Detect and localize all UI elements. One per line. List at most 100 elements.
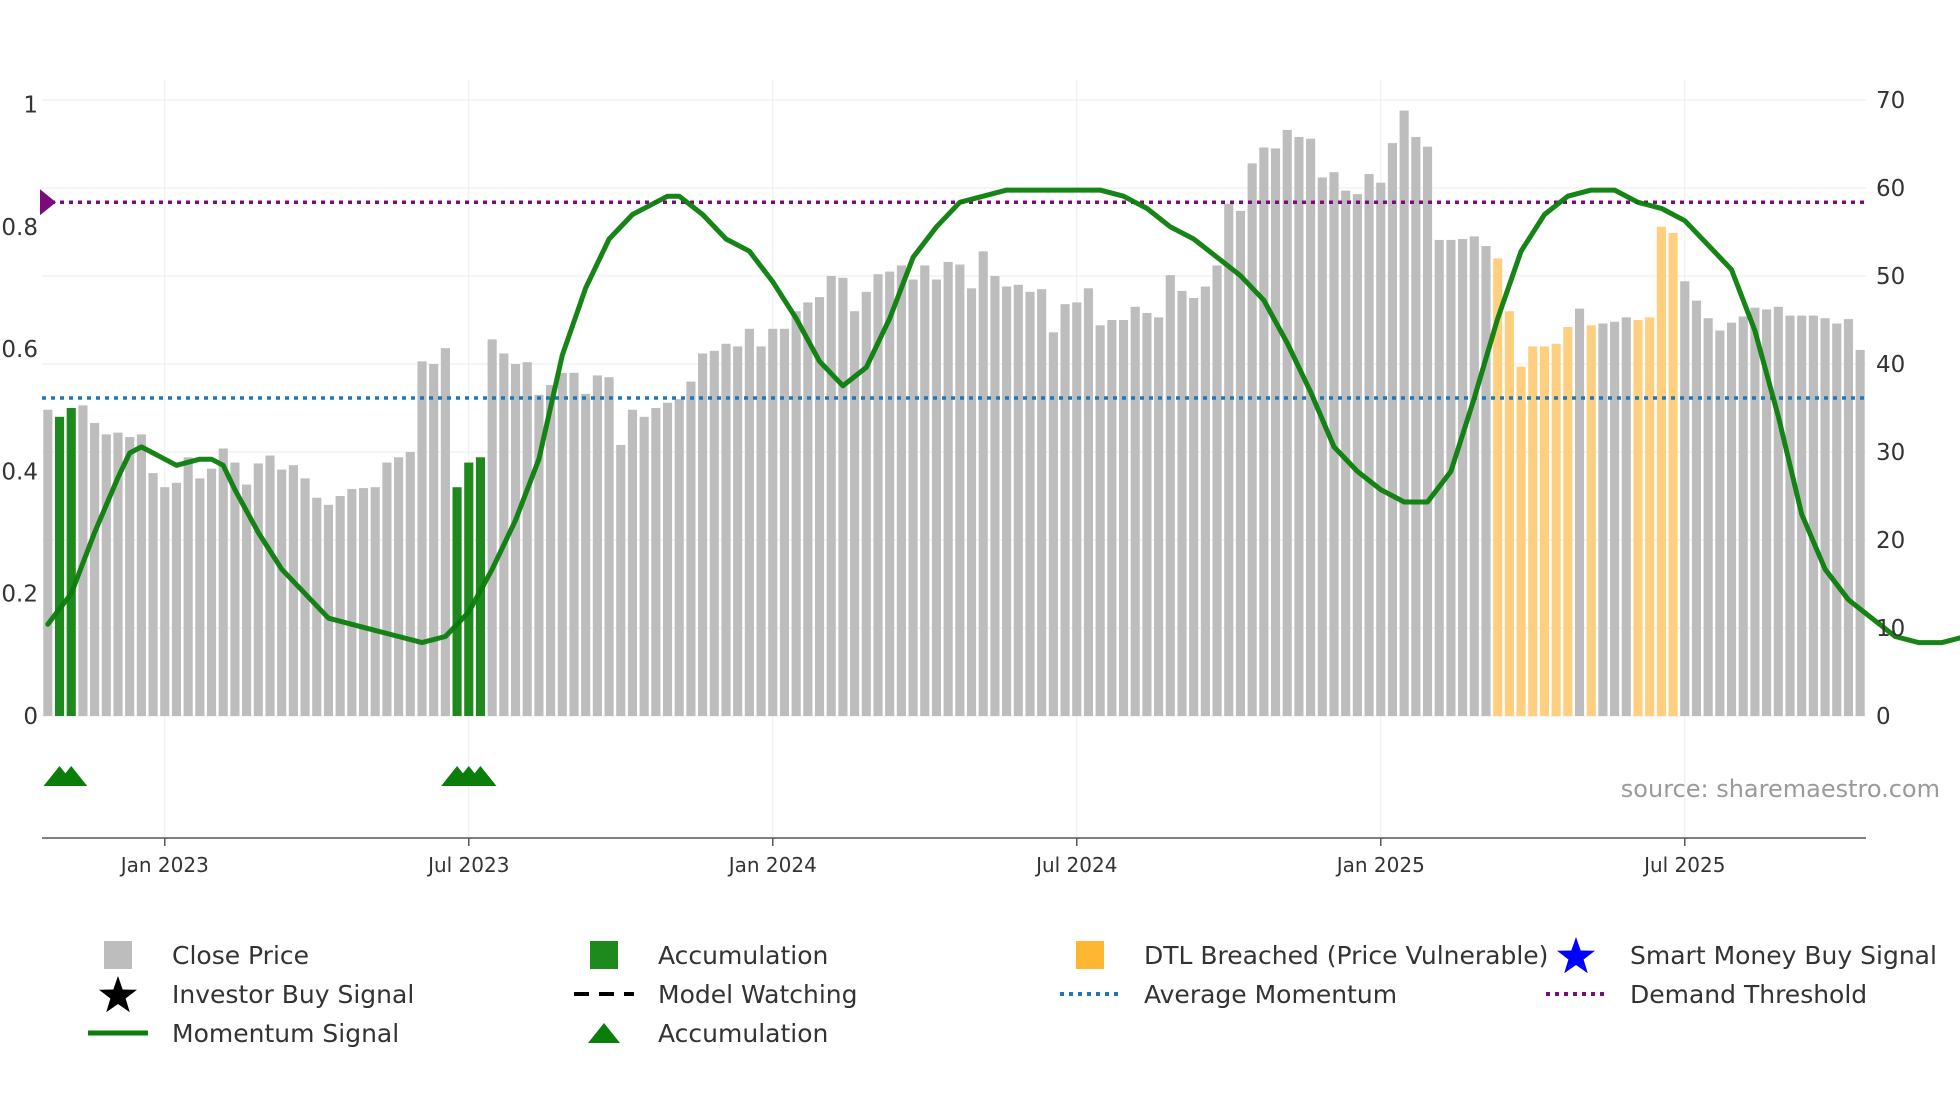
- close-price-bar: [1680, 281, 1690, 716]
- close-price-bar: [417, 361, 427, 716]
- close-price-bar: [1013, 284, 1023, 716]
- close-price-bar: [1002, 286, 1012, 716]
- close-price-bar: [698, 353, 708, 716]
- close-price-bar: [510, 364, 521, 716]
- dtl-bar: [1493, 258, 1503, 716]
- close-price-bar: [1773, 306, 1783, 716]
- close-price-bar: [136, 434, 146, 716]
- close-price-bar: [43, 409, 53, 716]
- legend-label: Model Watching: [658, 980, 858, 1009]
- legend-star-icon: [1557, 937, 1595, 974]
- close-price-bar: [885, 271, 895, 716]
- close-price-bar: [931, 279, 942, 716]
- source-annotation: source: sharemaestro.com: [1621, 775, 1940, 803]
- close-price-bar: [113, 432, 123, 716]
- close-price-bar: [592, 375, 602, 716]
- right-tick-label: 40: [1876, 352, 1905, 378]
- close-price-bar: [546, 385, 556, 716]
- close-price-bar: [966, 288, 977, 716]
- close-price-bar: [1364, 173, 1374, 717]
- close-price-bar: [791, 311, 801, 716]
- close-price-bar: [1411, 136, 1421, 716]
- x-tick-label: Jul 2024: [1034, 853, 1117, 877]
- close-price-bar: [1399, 110, 1409, 716]
- close-price-bar: [1025, 291, 1035, 716]
- close-price-bar: [616, 444, 626, 716]
- dtl-bar: [1668, 232, 1678, 716]
- right-tick-label: 0: [1876, 704, 1891, 730]
- close-price-bar: [1270, 148, 1281, 716]
- close-price-bar: [358, 488, 369, 716]
- close-price-bar: [1235, 210, 1246, 716]
- close-price-bar: [1469, 236, 1479, 716]
- close-price-bar: [674, 399, 684, 716]
- legend-label: Accumulation: [658, 1019, 828, 1048]
- x-tick-label: Jan 2024: [727, 853, 817, 877]
- accumulation-bar: [452, 487, 462, 716]
- close-price-bar: [850, 311, 860, 716]
- close-price-bar: [1142, 312, 1152, 716]
- close-price-bar: [1387, 143, 1398, 716]
- close-price-bar: [1294, 136, 1304, 716]
- close-price-bar: [370, 487, 380, 716]
- close-price-bar: [1282, 129, 1292, 717]
- close-price-bar: [1154, 317, 1164, 716]
- close-price-bar: [1352, 194, 1362, 716]
- close-price-bar: [1762, 309, 1772, 716]
- lines-layer: [40, 187, 1960, 646]
- close-price-bar: [744, 328, 754, 716]
- close-price-bar: [1247, 163, 1257, 717]
- close-price-bar: [1118, 320, 1129, 716]
- close-price-bar: [1703, 318, 1713, 716]
- close-price-bar: [1306, 138, 1316, 717]
- close-price-bar: [1130, 306, 1140, 716]
- close-price-bar: [1574, 308, 1585, 716]
- close-price-bar: [288, 465, 298, 716]
- close-price-bar: [1446, 239, 1456, 717]
- x-tick-label: Jan 2025: [1335, 853, 1425, 877]
- close-price-bar: [1376, 182, 1386, 717]
- close-price-bar: [429, 364, 439, 716]
- accumulation-bar: [66, 408, 76, 716]
- close-price-bar: [183, 457, 193, 716]
- legend-item: Average Momentum: [1060, 980, 1397, 1009]
- close-price-bar: [1820, 318, 1830, 716]
- legend-item: Close Price: [104, 941, 309, 970]
- close-price-bar: [440, 348, 450, 716]
- close-price-bar: [604, 377, 614, 716]
- close-price-bar: [873, 274, 883, 716]
- legend: Close Price Accumulation DTL Breached (Pri…: [88, 937, 1937, 1048]
- close-price-bar: [1458, 239, 1468, 717]
- close-price-bar: [627, 409, 638, 716]
- legend-star-icon: [99, 976, 137, 1013]
- right-tick-label: 30: [1876, 440, 1905, 466]
- legend-square-icon: [1076, 941, 1104, 969]
- close-price-bar: [768, 328, 778, 716]
- close-price-bar: [534, 394, 544, 716]
- close-price-bar: [90, 422, 100, 716]
- legend-label: Momentum Signal: [172, 1019, 399, 1048]
- close-price-bar: [218, 448, 228, 716]
- legend-item: DTL Breached (Price Vulnerable): [1076, 941, 1548, 970]
- legend-item: Accumulation: [590, 941, 828, 970]
- dtl-bar: [1645, 317, 1655, 716]
- dtl-bar: [1586, 325, 1596, 716]
- close-price-bar: [1843, 319, 1854, 716]
- close-price-bar: [1095, 325, 1105, 716]
- left-tick-label: 0.2: [1, 582, 38, 608]
- dtl-bar: [1516, 366, 1526, 716]
- axes-layer: Jan 2023 Jul 2023 Jan 2024 Jul 2024 Jan 2025…: [1, 88, 1905, 877]
- legend-item: Investor Buy Signal: [99, 976, 414, 1013]
- close-price-bar: [709, 350, 719, 716]
- close-price-bar: [101, 434, 111, 716]
- close-price-bar: [896, 265, 906, 716]
- accumulation-bar: [464, 462, 474, 716]
- close-price-bar: [1165, 275, 1175, 716]
- legend-label: Investor Buy Signal: [172, 980, 414, 1009]
- close-price-bar: [1785, 315, 1795, 716]
- dtl-bar: [1528, 346, 1538, 716]
- close-price-bar: [978, 251, 988, 717]
- close-price-bar: [861, 291, 871, 716]
- close-price-bar: [1715, 330, 1725, 716]
